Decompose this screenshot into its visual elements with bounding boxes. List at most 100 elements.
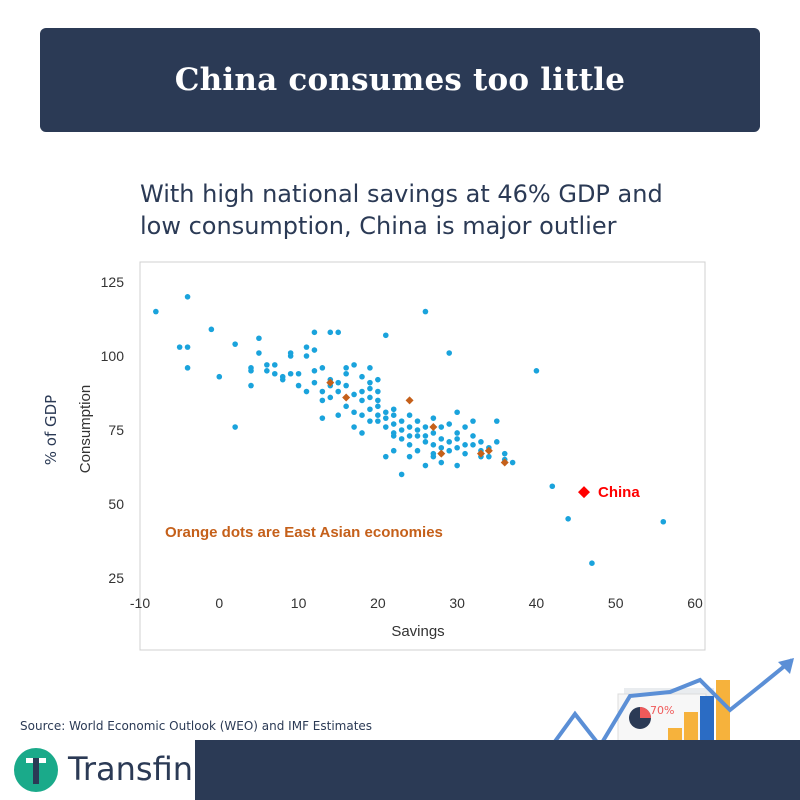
page-title: China consumes too little: [174, 62, 626, 98]
data-point: [549, 483, 556, 490]
data-point: [232, 424, 238, 430]
data-point: [501, 450, 508, 457]
data-point: [287, 353, 294, 359]
data-point: [375, 412, 381, 419]
data-point: [422, 433, 429, 439]
data-point: [454, 436, 460, 442]
data-point: [398, 471, 405, 478]
data-point: [256, 350, 262, 356]
source-note: Source: World Economic Outlook (WEO) and…: [20, 719, 373, 733]
data-point: [430, 453, 437, 460]
data-point: [351, 409, 357, 416]
china-label: China: [598, 484, 640, 501]
chart-annotation: Orange dots are East Asian economies: [165, 524, 443, 541]
data-point: [303, 344, 310, 350]
data-point: [256, 335, 262, 342]
y-tick-label: 125: [101, 274, 125, 290]
data-point: [406, 424, 413, 430]
data-point: [446, 421, 453, 427]
data-point: [509, 459, 516, 466]
data-point: [414, 447, 421, 454]
data-point: [430, 442, 437, 448]
scatter-chart: -10 0 10 20 30 40 50 60 25 50 75 100 125 Savings Con…: [42, 261, 706, 651]
data-point: [406, 412, 413, 419]
data-point: [319, 388, 326, 395]
data-point: [375, 418, 381, 424]
data-point: [367, 379, 373, 386]
data-point: [184, 344, 191, 350]
data-point: [462, 450, 468, 457]
data-point: [382, 415, 389, 421]
y-axis-label: Consumption: [77, 385, 94, 473]
data-point: [438, 444, 445, 451]
y-tick-label: 25: [108, 570, 124, 586]
data-point: [398, 418, 405, 424]
data-point: [311, 368, 318, 374]
east-asia-point: [342, 393, 351, 402]
data-point: [359, 430, 365, 436]
data-point: [382, 453, 389, 460]
data-point: [470, 418, 476, 424]
data-point: [359, 373, 365, 380]
china-point: [578, 486, 590, 499]
data-point: [454, 430, 460, 436]
data-point: [446, 447, 453, 454]
data-point: [311, 379, 318, 386]
brand-name[interactable]: Transfin.: [68, 750, 204, 788]
data-point: [398, 427, 405, 433]
data-point: [264, 362, 270, 368]
plot-frame: [139, 261, 706, 651]
y-tick-label: 100: [101, 348, 125, 364]
data-point: [248, 382, 254, 389]
trend-arrow-head: [778, 658, 794, 674]
data-point: [271, 362, 278, 368]
data-point: [287, 370, 294, 377]
data-point: [454, 444, 460, 451]
x-axis-label: Savings: [391, 623, 444, 640]
data-point: [414, 433, 421, 439]
data-point: [660, 518, 667, 525]
data-point: [343, 382, 349, 389]
data-point: [422, 308, 429, 315]
data-point: [414, 427, 421, 433]
subtitle-line-1: With high national savings at 46% GDP an…: [140, 180, 663, 208]
data-point: [375, 397, 381, 404]
x-tick-label: 50: [608, 595, 624, 611]
data-point: [422, 439, 429, 445]
data-point: [335, 379, 342, 386]
data-point: [390, 412, 397, 419]
data-point: [311, 329, 318, 336]
data-point: [462, 424, 468, 430]
data-point: [327, 329, 334, 336]
data-point: [390, 447, 397, 454]
data-point: [264, 368, 270, 374]
x-tick-label: 10: [291, 595, 307, 611]
data-point: [446, 350, 453, 356]
east-asia-point: [476, 449, 485, 458]
data-point: [343, 370, 349, 377]
data-point: [533, 368, 540, 374]
data-point: [319, 397, 326, 404]
data-point: [319, 415, 326, 421]
data-point: [359, 388, 365, 395]
east-asia-point: [500, 458, 509, 467]
data-point: [216, 373, 223, 380]
data-point: [390, 430, 397, 436]
data-point: [367, 394, 373, 401]
data-point: [454, 409, 460, 416]
subtitle-line-2: low consumption, China is major outlier: [140, 212, 617, 240]
data-point: [184, 365, 191, 371]
data-point: [351, 424, 357, 430]
percent-badge: 70%: [650, 704, 674, 717]
east-asia-point: [429, 423, 438, 432]
data-point: [430, 415, 437, 421]
data-point: [232, 341, 238, 347]
brand-logo[interactable]: [0, 740, 195, 800]
data-point: [390, 421, 397, 427]
data-point: [343, 365, 349, 371]
x-tick-label: 30: [449, 595, 465, 611]
data-point: [335, 329, 342, 336]
data-point: [303, 388, 310, 395]
data-point: [478, 439, 484, 445]
data-point: [375, 388, 381, 395]
